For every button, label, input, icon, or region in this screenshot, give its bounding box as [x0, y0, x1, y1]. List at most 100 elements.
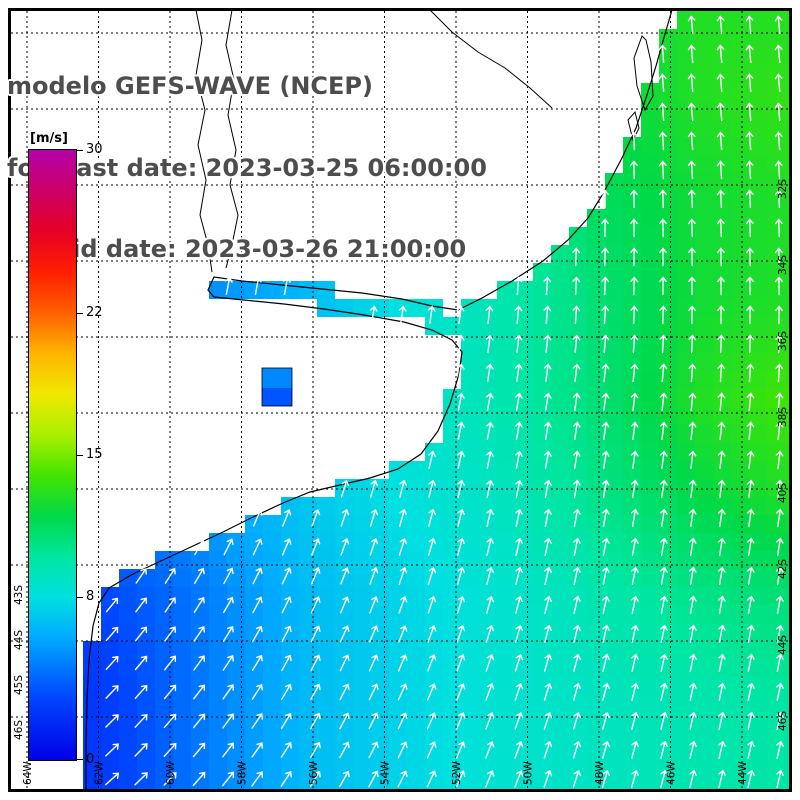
river-line	[195, 11, 213, 273]
field-cell	[173, 695, 191, 713]
field-cell	[425, 569, 443, 587]
field-cell	[677, 281, 695, 299]
field-cell	[569, 605, 587, 623]
wind-arrow	[659, 421, 668, 441]
field-cell	[263, 515, 281, 533]
field-cell	[515, 443, 533, 461]
field-cell	[695, 191, 713, 209]
wind-arrow	[688, 247, 696, 267]
field-cell	[407, 677, 425, 695]
wind-arrow	[340, 567, 350, 585]
lagoon-outline	[633, 35, 654, 112]
field-cell	[605, 263, 623, 281]
field-cell	[245, 641, 263, 659]
field-cell	[281, 695, 299, 713]
field-cell	[479, 731, 497, 749]
field-cell	[731, 245, 749, 263]
field-cell	[713, 695, 731, 713]
field-cell	[137, 641, 155, 659]
field-cell	[101, 605, 119, 623]
wind-arrow	[746, 276, 754, 296]
field-cell	[551, 353, 569, 371]
axis-labels-layer: 32S 34S 36S 38S 40S 42S 44S 46S 64W 62W 60W 58W 56W 5…	[13, 179, 789, 785]
wind-arrow	[339, 625, 350, 643]
field-cell	[785, 641, 789, 659]
field-cell	[749, 641, 767, 659]
field-cell	[317, 551, 335, 569]
field-cell	[749, 209, 767, 227]
wind-arrow	[630, 392, 639, 412]
field-cell	[677, 389, 695, 407]
wind-arrow	[281, 567, 292, 585]
field-cell	[695, 497, 713, 515]
field-cell	[749, 371, 767, 389]
field-cell	[119, 641, 137, 659]
field-cell	[335, 659, 353, 677]
field-cell	[659, 263, 677, 281]
field-cell	[569, 425, 587, 443]
field-cell	[731, 713, 749, 731]
wind-arrow	[282, 509, 292, 527]
wind-arrow	[630, 218, 638, 238]
field-cell	[659, 119, 677, 137]
field-cell	[551, 443, 569, 461]
wind-arrow	[630, 537, 639, 557]
wind-arrow	[456, 712, 466, 730]
wind-arrow	[572, 421, 581, 441]
field-cell	[551, 767, 569, 785]
field-cell	[605, 587, 623, 605]
field-cell	[731, 227, 749, 245]
field-cell	[371, 551, 389, 569]
field-cell	[209, 569, 227, 587]
field-cell	[695, 785, 713, 789]
field-cell	[263, 551, 281, 569]
field-cell	[713, 497, 731, 515]
field-cell	[425, 317, 443, 335]
wind-arrow	[573, 537, 581, 557]
field-cell	[263, 569, 281, 587]
field-cell	[497, 569, 515, 587]
field-cell	[767, 83, 785, 101]
field-cell	[101, 641, 119, 659]
field-cell	[263, 731, 281, 749]
field-cell	[677, 137, 695, 155]
field-cell	[641, 317, 659, 335]
field-cell	[569, 695, 587, 713]
wind-arrow	[251, 713, 263, 729]
field-cell	[551, 533, 569, 551]
wind-arrow	[192, 742, 206, 758]
wind-arrow	[485, 595, 495, 614]
field-cell	[227, 551, 245, 569]
field-cell	[317, 659, 335, 677]
field-cell	[407, 551, 425, 569]
wind-arrow	[543, 392, 552, 412]
field-cell	[695, 659, 713, 677]
wind-arrow	[602, 595, 610, 615]
wind-arrow	[572, 305, 581, 325]
field-cell	[335, 785, 353, 789]
wind-arrow	[397, 741, 408, 759]
field-cell	[677, 641, 695, 659]
field-cell	[407, 767, 425, 785]
field-cell	[335, 623, 353, 641]
field-cell	[245, 569, 263, 587]
field-cell	[245, 713, 263, 731]
field-cell	[749, 119, 767, 137]
field-cell	[551, 785, 569, 789]
field-cell	[479, 407, 497, 425]
field-cell	[731, 443, 749, 461]
wind-arrow	[746, 595, 755, 615]
field-cell	[551, 587, 569, 605]
wind-arrow	[457, 421, 465, 441]
field-cell	[317, 587, 335, 605]
wind-arrow	[105, 714, 119, 728]
field-cell	[659, 173, 677, 191]
wind-arrow	[601, 334, 610, 354]
field-cell	[677, 371, 695, 389]
wind-arrow	[368, 770, 379, 788]
field-cell	[785, 695, 789, 713]
field-cell	[677, 11, 695, 29]
field-cell	[605, 281, 623, 299]
field-cell	[731, 407, 749, 425]
field-cell	[443, 587, 461, 605]
